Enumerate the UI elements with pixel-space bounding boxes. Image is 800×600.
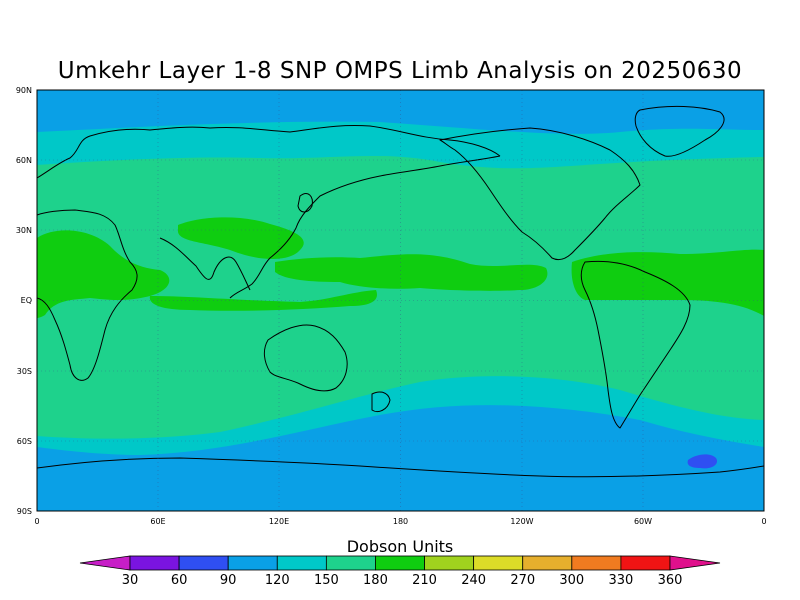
lon-tick-label: 180 xyxy=(393,517,408,526)
colorbar-title: Dobson Units xyxy=(347,537,454,556)
lat-tick-label: 30N xyxy=(16,226,32,235)
latitude-axis: 90N 60N 30N EQ 30S 60S 90S xyxy=(16,86,32,516)
colorbar-swatch xyxy=(522,555,573,571)
lon-tick-label: 60E xyxy=(150,517,165,526)
lon-tick-label: 0 xyxy=(34,517,39,526)
lat-tick-label: 90N xyxy=(16,86,32,95)
colorbar-swatch xyxy=(276,555,327,571)
field-band-60-90 xyxy=(687,454,718,469)
coastline-eurasia xyxy=(37,124,501,179)
coastline-antarctica xyxy=(37,457,764,478)
colorbar-swatch xyxy=(620,555,671,571)
colorbar-swatch xyxy=(129,555,180,571)
colorbar-swatch xyxy=(473,555,524,571)
colorbar-swatch xyxy=(571,555,622,571)
colorbar-swatch xyxy=(325,555,376,571)
colorbar-arrow-low xyxy=(79,555,131,571)
coastlines xyxy=(37,105,764,478)
lon-tick-label: 0 xyxy=(761,517,766,526)
ozone-field xyxy=(37,90,764,511)
coastline-japan xyxy=(297,193,313,213)
colorbar-level-label: 150 xyxy=(314,573,339,588)
colorbar-swatch xyxy=(424,555,475,571)
lon-tick-label: 60W xyxy=(634,517,652,526)
lat-tick-label: 90S xyxy=(17,507,32,516)
colorbar-arrow-high xyxy=(669,555,721,571)
coastline-africa xyxy=(37,209,138,381)
coastline-australia xyxy=(263,324,348,392)
longitude-axis: 0 60E 120E 180 120W 60W 0 xyxy=(34,517,766,526)
colorbar: 30 60 90 120 150 180 210 240 270 300 330 360 xyxy=(79,555,721,588)
coastline-asia-east xyxy=(229,155,501,299)
field-band-180-210-africa xyxy=(37,230,170,318)
colorbar-level-label: 360 xyxy=(658,573,683,588)
colorbar-level-label: 90 xyxy=(220,573,237,588)
lon-tick-label: 120E xyxy=(269,517,289,526)
coastline-south-asia xyxy=(159,237,251,291)
coastline-new-zealand xyxy=(371,391,391,413)
colorbar-level-label: 30 xyxy=(122,573,139,588)
lat-tick-label: 30S xyxy=(17,367,32,376)
lat-tick-label: 60S xyxy=(17,437,32,446)
colorbar-level-label: 60 xyxy=(171,573,188,588)
map-title: Umkehr Layer 1-8 SNP OMPS Limb Analysis … xyxy=(58,58,742,84)
coastline-north-america xyxy=(439,127,641,261)
coastline-south-america xyxy=(580,260,691,429)
colorbar-swatch xyxy=(227,555,278,571)
colorbar-level-label: 120 xyxy=(265,573,290,588)
colorbar-swatch xyxy=(178,555,229,571)
field-band-180-210-pacific xyxy=(149,217,548,311)
coastline-greenland xyxy=(634,105,725,157)
colorbar-swatch xyxy=(375,555,425,571)
colorbar-level-label: 210 xyxy=(412,573,437,588)
colorbar-level-label: 300 xyxy=(559,573,584,588)
lon-tick-label: 120W xyxy=(510,517,533,526)
lat-tick-label: EQ xyxy=(21,296,32,305)
colorbar-level-label: 240 xyxy=(461,573,486,588)
colorbar-level-label: 180 xyxy=(363,573,388,588)
lat-tick-label: 60N xyxy=(16,156,32,165)
colorbar-level-label: 270 xyxy=(510,573,535,588)
map-frame xyxy=(36,89,765,512)
colorbar-level-label: 330 xyxy=(608,573,633,588)
